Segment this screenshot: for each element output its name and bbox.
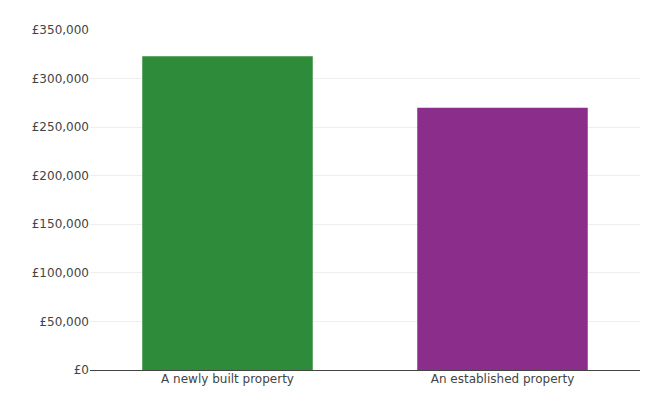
svg-text:£200,000: £200,000 — [32, 169, 89, 183]
svg-text:£0: £0 — [74, 363, 89, 377]
svg-text:£300,000: £300,000 — [32, 72, 89, 86]
svg-text:£350,000: £350,000 — [32, 23, 89, 37]
svg-text:A newly built property: A newly built property — [161, 372, 294, 386]
svg-text:An established property: An established property — [431, 372, 575, 386]
svg-text:£100,000: £100,000 — [32, 266, 89, 280]
svg-text:£250,000: £250,000 — [32, 120, 89, 134]
svg-text:£150,000: £150,000 — [32, 217, 89, 231]
svg-text:£50,000: £50,000 — [39, 315, 89, 329]
